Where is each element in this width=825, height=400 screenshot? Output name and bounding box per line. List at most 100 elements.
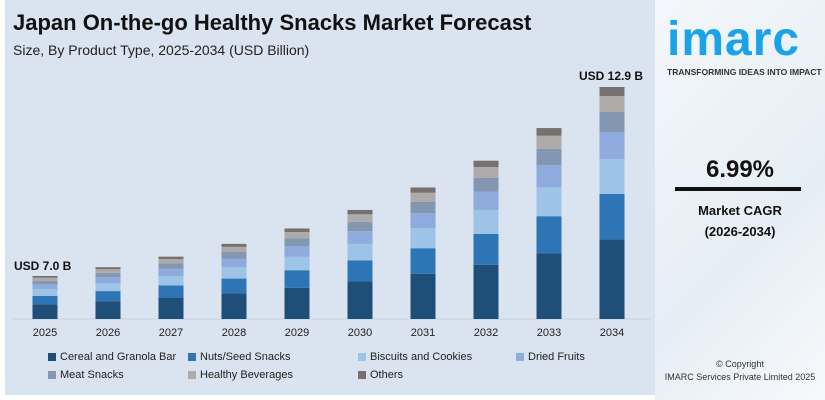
legend-label: Meat Snacks: [60, 369, 124, 381]
bar-segment-2030-4: [347, 221, 373, 232]
legend-swatch: [188, 371, 196, 379]
bar-segment-2027-2: [158, 276, 184, 286]
x-tick-label: 2032: [474, 327, 498, 339]
bar-segment-2027-4: [158, 263, 184, 269]
bar-segment-2026-0: [95, 301, 121, 319]
copyright: © Copyright IMARC Services Private Limit…: [655, 358, 825, 384]
x-tick-label: 2025: [33, 327, 57, 339]
bar-segment-2030-1: [347, 260, 373, 282]
bar-segment-2027-5: [158, 259, 184, 264]
annotation-2034: USD 12.9 B: [579, 69, 643, 83]
bar-segment-2034-4: [599, 111, 625, 132]
bar-segment-2031-6: [410, 187, 436, 193]
tagline: TRANSFORMING IDEAS INTO IMPACT: [667, 67, 822, 77]
bar-segment-2032-3: [473, 191, 499, 210]
bar-segment-2025-4: [32, 280, 58, 285]
x-tick-label: 2029: [285, 327, 309, 339]
bar-segment-2032-5: [473, 167, 499, 178]
bar-segment-2031-2: [410, 228, 436, 249]
bar-segment-2032-6: [473, 160, 499, 168]
bar-segment-2030-2: [347, 243, 373, 261]
bar-segment-2027-1: [158, 285, 184, 298]
bar-segment-2034-3: [599, 131, 625, 159]
bar-segment-2034-0: [599, 239, 625, 319]
legend-label: Cereal and Granola Bar: [60, 351, 177, 363]
x-tick-label: 2033: [537, 327, 561, 339]
bar-segment-2028-0: [221, 293, 247, 319]
bar-segment-2032-4: [473, 177, 499, 192]
legend-swatch: [48, 371, 56, 379]
divider: [675, 187, 801, 191]
legend-item: Healthy Beverages: [188, 369, 293, 381]
bar-segment-2034-6: [599, 87, 625, 96]
bar-segment-2034-2: [599, 158, 625, 195]
bar-segment-2029-0: [284, 287, 310, 319]
bar-segment-2026-4: [95, 272, 121, 278]
bar-segment-2025-3: [32, 284, 58, 290]
bar-segment-2028-4: [221, 252, 247, 259]
legend-label: Biscuits and Cookies: [370, 351, 473, 363]
bar-segment-2031-0: [410, 273, 436, 319]
legend-label: Dried Fruits: [528, 351, 585, 363]
bar-segment-2033-0: [536, 253, 562, 319]
bar-segment-2034-5: [599, 95, 625, 112]
bar-segment-2025-0: [32, 304, 58, 319]
bar-segment-2030-6: [347, 209, 373, 215]
bar-segment-2027-6: [158, 256, 184, 260]
bar-segment-2029-1: [284, 270, 310, 288]
bar-segment-2025-1: [32, 295, 58, 305]
bar-segment-2025-5: [32, 277, 58, 281]
bar-segment-2028-6: [221, 243, 247, 247]
bar-segment-2033-1: [536, 216, 562, 254]
legend-item: Meat Snacks: [48, 369, 124, 381]
bar-segment-2029-2: [284, 256, 310, 271]
stacked-bar-chart: 2025 2026 2027 2028 2029 2030 2031 2032 2033 2034…: [12, 69, 650, 339]
x-tick-label: 2028: [222, 327, 246, 339]
legend-item: Nuts/Seed Snacks: [188, 351, 291, 363]
legend-item: Cereal and Granola Bar: [48, 351, 176, 363]
bar-segment-2031-1: [410, 248, 436, 274]
x-tick-label: 2031: [411, 327, 435, 339]
bar-segment-2032-0: [473, 264, 499, 319]
cagr-period: (2026-2034): [704, 224, 776, 239]
bar-segment-2028-1: [221, 278, 247, 294]
legend-swatch: [48, 353, 56, 361]
legend-item: Others: [358, 369, 403, 381]
bar-segment-2033-6: [536, 128, 562, 136]
bar-segment-2030-0: [347, 281, 373, 319]
bar-segment-2029-3: [284, 246, 310, 257]
legend-item: Biscuits and Cookies: [358, 351, 472, 363]
bar-segment-2027-3: [158, 268, 184, 277]
annotation-2025: USD 7.0 B: [14, 259, 72, 273]
bar-segment-2032-1: [473, 233, 499, 265]
x-tick-label: 2034: [600, 327, 624, 339]
imarc-logo: imarc: [667, 13, 801, 66]
bar-segment-2031-3: [410, 213, 436, 229]
bar-segment-2025-6: [32, 276, 58, 278]
x-tick-label: 2027: [159, 327, 183, 339]
bar-segment-2026-2: [95, 283, 121, 292]
bar-segment-2032-2: [473, 209, 499, 234]
legend-swatch: [358, 371, 366, 379]
bar-segment-2033-3: [536, 165, 562, 188]
cagr-label: Market CAGR (2026-2034): [655, 200, 825, 242]
copyright-label: © Copyright: [716, 359, 764, 369]
x-tick-label: 2030: [348, 327, 372, 339]
legend-swatch: [358, 353, 366, 361]
bar-segment-2028-3: [221, 258, 247, 268]
bar-segment-2030-5: [347, 214, 373, 222]
legend-label: Healthy Beverages: [200, 369, 293, 381]
company-name: IMARC Services Private Limited 2025: [664, 372, 816, 382]
bar-segment-2029-6: [284, 228, 310, 233]
legend-label: Others: [370, 369, 404, 381]
bar-segment-2026-6: [95, 267, 121, 270]
bar-segment-2028-2: [221, 267, 247, 279]
legend-item: Dried Fruits: [516, 351, 585, 363]
cagr-value: 6.99%: [705, 156, 775, 183]
bar-segment-2034-1: [599, 194, 625, 240]
bar-segment-2026-5: [95, 269, 121, 273]
bar-segment-2031-4: [410, 201, 436, 214]
chart-subtitle: Size, By Product Type, 2025-2034 (USD Bi…: [13, 42, 310, 58]
bar-segment-2029-4: [284, 238, 310, 247]
bar-segment-2025-2: [32, 289, 58, 296]
